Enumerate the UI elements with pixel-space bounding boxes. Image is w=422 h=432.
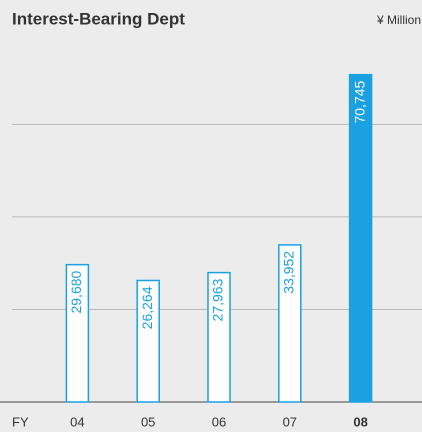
value-label: 26,264 bbox=[139, 286, 155, 329]
x-tick-label: 08 bbox=[353, 414, 367, 429]
x-tick-label: 07 bbox=[283, 414, 297, 429]
x-axis-label: FY bbox=[12, 414, 29, 429]
value-label: 29,680 bbox=[68, 270, 84, 313]
x-tick-label: 04 bbox=[70, 414, 84, 429]
value-label: 27,963 bbox=[210, 278, 226, 321]
unit-label: ¥ Million bbox=[376, 13, 421, 27]
x-tick-label: 06 bbox=[212, 414, 226, 429]
bar bbox=[348, 73, 373, 403]
bar bbox=[136, 279, 160, 403]
bar bbox=[65, 263, 90, 403]
bar bbox=[207, 271, 231, 403]
value-label: 70,745 bbox=[351, 80, 367, 123]
chart-title: Interest-Bearing Dept bbox=[12, 9, 185, 28]
bar bbox=[278, 244, 302, 403]
value-label: 33,952 bbox=[281, 251, 297, 294]
x-tick-label: 05 bbox=[141, 414, 155, 429]
